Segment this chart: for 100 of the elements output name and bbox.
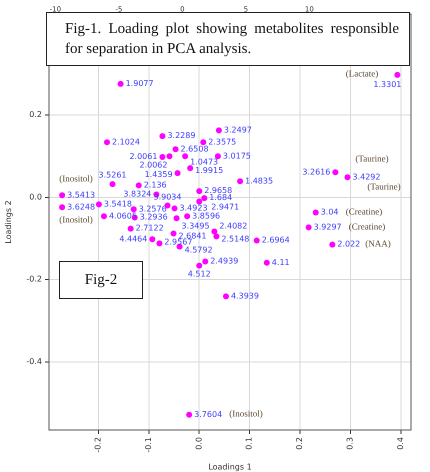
- point: [128, 226, 134, 232]
- point: [196, 188, 202, 194]
- point: [186, 412, 192, 418]
- label-box: Fig-2: [59, 261, 143, 299]
- annotation: 3.9297: [314, 222, 342, 232]
- annotation: (NAA): [365, 238, 391, 248]
- y-tick-label: -0.4: [26, 356, 42, 366]
- annotation: 4.5792: [184, 246, 213, 255]
- annotation: 3.5418: [104, 199, 132, 208]
- point: [172, 146, 179, 152]
- point: [110, 181, 116, 188]
- annotation: 3.3495: [182, 221, 210, 230]
- annotation: 2.9567: [164, 237, 192, 246]
- point: [96, 201, 102, 208]
- point: [211, 228, 218, 234]
- annotation: 3.7604: [194, 410, 222, 419]
- annotation: (Lactate): [346, 68, 378, 78]
- annotation: 1.4835: [245, 176, 274, 186]
- annotation: 2.1024: [112, 137, 140, 146]
- annotation: 3.2497: [224, 125, 252, 134]
- point: [166, 153, 172, 160]
- annotation: 2.7122: [136, 224, 164, 233]
- point: [237, 178, 244, 184]
- annotation: 1.4359: [144, 170, 173, 180]
- point: [170, 230, 177, 237]
- annotation: (Creatine): [348, 221, 386, 232]
- point: [184, 213, 190, 220]
- annotation: 3.6248: [67, 202, 96, 212]
- annotation: 2.4082: [219, 222, 248, 231]
- x-tick-label: 0.1: [244, 437, 254, 450]
- y-tick-label: 0.2: [29, 110, 42, 120]
- annotation: (Taurine): [367, 181, 401, 192]
- point: [118, 80, 124, 87]
- annotation: (Creatine): [346, 206, 382, 216]
- point: [104, 139, 110, 146]
- annotation: 3.9034: [153, 192, 182, 202]
- point: [59, 192, 66, 198]
- annotation: 2.6508: [180, 144, 209, 154]
- point: [100, 213, 107, 220]
- annotation: 2.5148: [221, 234, 250, 244]
- point: [394, 72, 400, 78]
- annotation: 4.4464: [119, 234, 148, 244]
- point: [216, 127, 222, 134]
- y-tick-label: 0.0: [29, 192, 42, 202]
- annotation: (Taurine): [355, 153, 389, 164]
- point: [159, 133, 166, 140]
- point: [172, 205, 178, 212]
- x-tick-label: 0.4: [396, 437, 405, 450]
- x-tick-label: -0.2: [93, 437, 102, 453]
- annotation: 4.3939: [230, 291, 259, 300]
- annotation: 3.2616: [302, 167, 330, 176]
- point: [174, 170, 181, 176]
- annotation: 3.2936: [140, 212, 168, 222]
- annotation: (Inositol): [59, 214, 93, 224]
- annotation: 3.4923: [180, 204, 208, 213]
- annotation: 1.684: [209, 193, 232, 202]
- point: [222, 293, 229, 300]
- x-axis-title: Loadings 1: [208, 462, 252, 472]
- annotation: 1.9077: [126, 78, 154, 88]
- point: [214, 153, 221, 160]
- annotation: 1.0473: [190, 157, 218, 166]
- annotation: 2.136: [144, 180, 167, 190]
- annotation: (Inositol): [229, 408, 263, 418]
- annotation: 2.022: [337, 240, 360, 249]
- point: [130, 206, 137, 212]
- point: [201, 195, 208, 202]
- text: Fig-1. Loading plot showing metabolites responsible for separation in PCA analysis.: [46, 12, 410, 66]
- point: [254, 238, 260, 244]
- annotation: 3.2289: [167, 131, 196, 140]
- point: [344, 174, 350, 180]
- point: [202, 258, 208, 264]
- x-tick-label: 0.3: [346, 437, 355, 450]
- y-tick-label: -0.2: [26, 274, 42, 284]
- x-tick-label: 0.2: [295, 437, 304, 450]
- annotation: 2.9658: [204, 186, 232, 196]
- point: [149, 236, 156, 242]
- annotation: 2.4939: [210, 256, 238, 266]
- annotation: 3.8596: [192, 211, 220, 220]
- point: [156, 240, 162, 246]
- annotation: 3.5261: [98, 170, 127, 180]
- point: [159, 154, 166, 160]
- point: [136, 182, 142, 188]
- point: [213, 233, 220, 240]
- point: [196, 198, 202, 204]
- x-tick-label: 0.0: [194, 437, 204, 450]
- annotation: 2.0062: [140, 160, 168, 170]
- y-axis-title: Loadings 2: [4, 200, 13, 244]
- annotation: 3.4292: [352, 172, 380, 182]
- annotation: 3.8324: [123, 190, 152, 199]
- x-tick-label: -0.1: [144, 437, 153, 453]
- annotation: 3.0175: [222, 151, 251, 160]
- point: [306, 224, 312, 230]
- point: [200, 139, 206, 146]
- annotation: 2.6964: [262, 236, 290, 245]
- annotation: 3.04: [320, 208, 339, 217]
- point: [332, 169, 338, 176]
- annotation: 1.9915: [195, 166, 224, 176]
- point: [187, 165, 194, 172]
- point: [264, 260, 270, 266]
- annotation: 2.9471: [211, 202, 240, 212]
